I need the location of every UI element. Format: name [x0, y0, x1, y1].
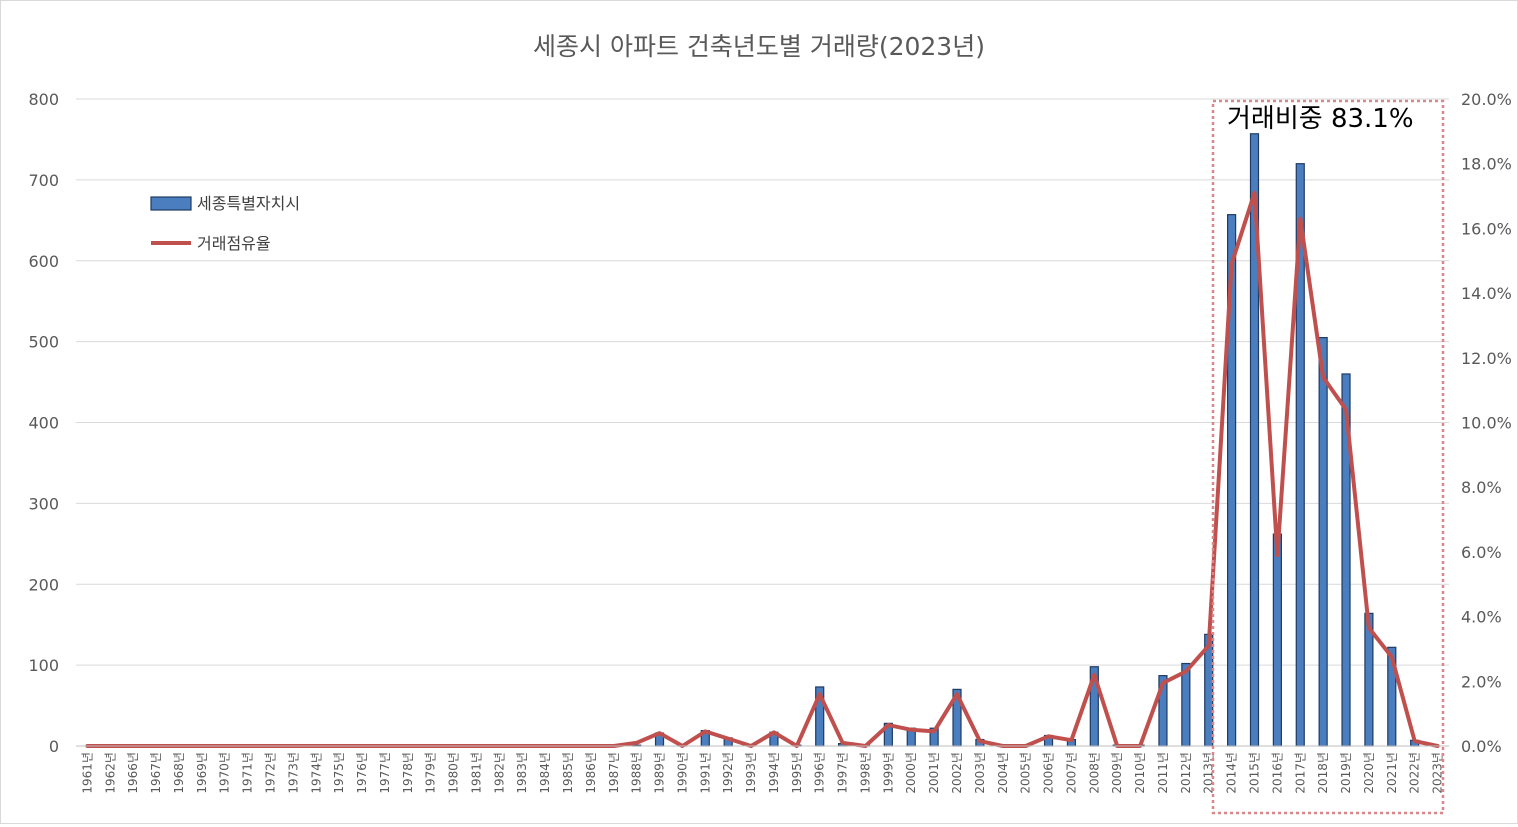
left-y-axis: 0 100 200 300 400 500 600 700 800	[28, 90, 59, 756]
highlight-box	[1211, 99, 1445, 815]
x-tick-label: 2003년	[973, 752, 987, 794]
x-tick-label: 1970년	[218, 752, 232, 794]
x-tick-label: 1988년	[630, 752, 644, 794]
x-tick-label: 2014년	[1225, 752, 1239, 794]
x-tick-label: 1992년	[721, 752, 735, 794]
x-tick-label: 1998년	[858, 752, 872, 794]
x-tick-label: 1980년	[447, 752, 461, 794]
right-tick-label: 2.0%	[1461, 672, 1502, 691]
x-tick-label: 1984년	[538, 752, 552, 794]
x-tick-label: 1977년	[378, 752, 392, 794]
x-tick-label: 1997년	[836, 752, 850, 794]
x-tick-label: 1975년	[332, 752, 346, 794]
x-tick-label: 2016년	[1270, 752, 1284, 794]
x-tick-label: 2008년	[1087, 752, 1101, 794]
x-tick-label: 2019년	[1339, 752, 1353, 794]
x-tick-label: 1976년	[355, 752, 369, 794]
right-tick-label: 10.0%	[1461, 414, 1512, 433]
x-tick-label: 1972년	[264, 752, 278, 794]
legend: 세종특별자치시 거래점유율	[150, 194, 300, 253]
x-tick-label: 2012년	[1179, 752, 1193, 794]
x-tick-label: 1981년	[469, 752, 483, 794]
x-tick-label: 1969년	[195, 752, 209, 794]
x-tick-label: 1994년	[767, 752, 781, 794]
right-tick-label: 8.0%	[1461, 478, 1502, 497]
right-tick-label: 18.0%	[1461, 155, 1512, 174]
left-tick-label: 300	[28, 494, 59, 513]
x-tick-label: 1995년	[790, 752, 804, 794]
right-tick-label: 16.0%	[1461, 219, 1512, 238]
x-tick-label: 2001년	[927, 752, 941, 794]
right-tick-label: 12.0%	[1461, 349, 1512, 368]
x-tick-label: 2011년	[1156, 752, 1170, 794]
x-tick-label: 1989년	[653, 752, 667, 794]
x-tick-label: 1999년	[881, 752, 895, 794]
legend-line-label: 거래점유율	[197, 234, 271, 253]
gridlines	[76, 98, 1449, 666]
x-tick-label: 2017년	[1293, 752, 1307, 794]
right-y-axis: 0.0% 2.0% 4.0% 6.0% 8.0% 10.0% 12.0% 14.0% 16.0%…	[1461, 90, 1512, 756]
bar	[1181, 662, 1191, 747]
right-tick-label: 4.0%	[1461, 608, 1502, 627]
x-tick-label: 2015년	[1247, 752, 1261, 794]
x-tick-label: 2005년	[1019, 752, 1033, 794]
x-tick-label: 2022년	[1408, 752, 1422, 794]
x-tick-label: 2009년	[1110, 752, 1124, 794]
left-tick-label: 0	[49, 737, 59, 756]
left-tick-label: 500	[28, 333, 59, 352]
x-tick-label: 1987년	[607, 752, 621, 794]
x-tick-label: 2021년	[1385, 752, 1399, 794]
x-tick-label: 1974년	[309, 752, 323, 794]
x-tick-label: 2018년	[1316, 752, 1330, 794]
x-tick-label: 1986년	[584, 752, 598, 794]
x-tick-label: 1982년	[492, 752, 506, 794]
legend-bar-label: 세종특별자치시	[197, 194, 300, 213]
left-tick-label: 200	[28, 575, 59, 594]
x-tick-label: 2023년	[1431, 752, 1445, 794]
chart-title: 세종시 아파트 건축년도별 거래량(2023년)	[533, 32, 985, 61]
x-tick-label: 1996년	[813, 752, 827, 794]
x-tick-label: 2007년	[1064, 752, 1078, 794]
x-tick-label: 1983년	[515, 752, 529, 794]
annotation-label: 거래비중 83.1%	[1227, 104, 1414, 134]
bar	[1272, 533, 1282, 747]
x-tick-label: 1966년	[126, 752, 140, 794]
right-tick-label: 14.0%	[1461, 284, 1512, 303]
left-tick-label: 600	[28, 252, 59, 271]
x-tick-label: 1978년	[401, 752, 415, 794]
x-tick-label: 2010년	[1133, 752, 1147, 794]
x-axis: 1961년 1962년 1966년 1967년 1968년 1969년 1970년 1971년…	[76, 745, 1449, 794]
x-tick-label: 1991년	[698, 752, 712, 794]
x-tick-label: 1973년	[286, 752, 300, 794]
x-tick-label: 1990년	[675, 752, 689, 794]
left-tick-label: 400	[28, 414, 59, 433]
x-tick-label: 2006년	[1042, 752, 1056, 794]
x-tick-label: 1967년	[149, 752, 163, 794]
bar	[1318, 336, 1328, 747]
right-tick-label: 0.0%	[1461, 737, 1502, 756]
x-tick-label: 1979년	[424, 752, 438, 794]
x-tick-label: 1968년	[172, 752, 186, 794]
x-tick-label: 2020년	[1362, 752, 1376, 794]
x-tick-label: 1971년	[241, 752, 255, 794]
x-tick-label: 1985년	[561, 752, 575, 794]
x-tick-label: 1993년	[744, 752, 758, 794]
right-tick-label: 6.0%	[1461, 543, 1502, 562]
left-tick-label: 800	[28, 90, 59, 109]
left-tick-label: 700	[28, 171, 59, 190]
legend-bar-swatch	[150, 196, 192, 211]
left-tick-label: 100	[28, 656, 59, 675]
x-tick-label: 1961년	[80, 752, 94, 794]
right-tick-label: 20.0%	[1461, 90, 1512, 109]
x-tick-label: 2002년	[950, 752, 964, 794]
x-tick-label: 1962년	[103, 752, 117, 794]
x-tick-label: 2004년	[996, 752, 1010, 794]
x-tick-label: 2000년	[904, 752, 918, 794]
